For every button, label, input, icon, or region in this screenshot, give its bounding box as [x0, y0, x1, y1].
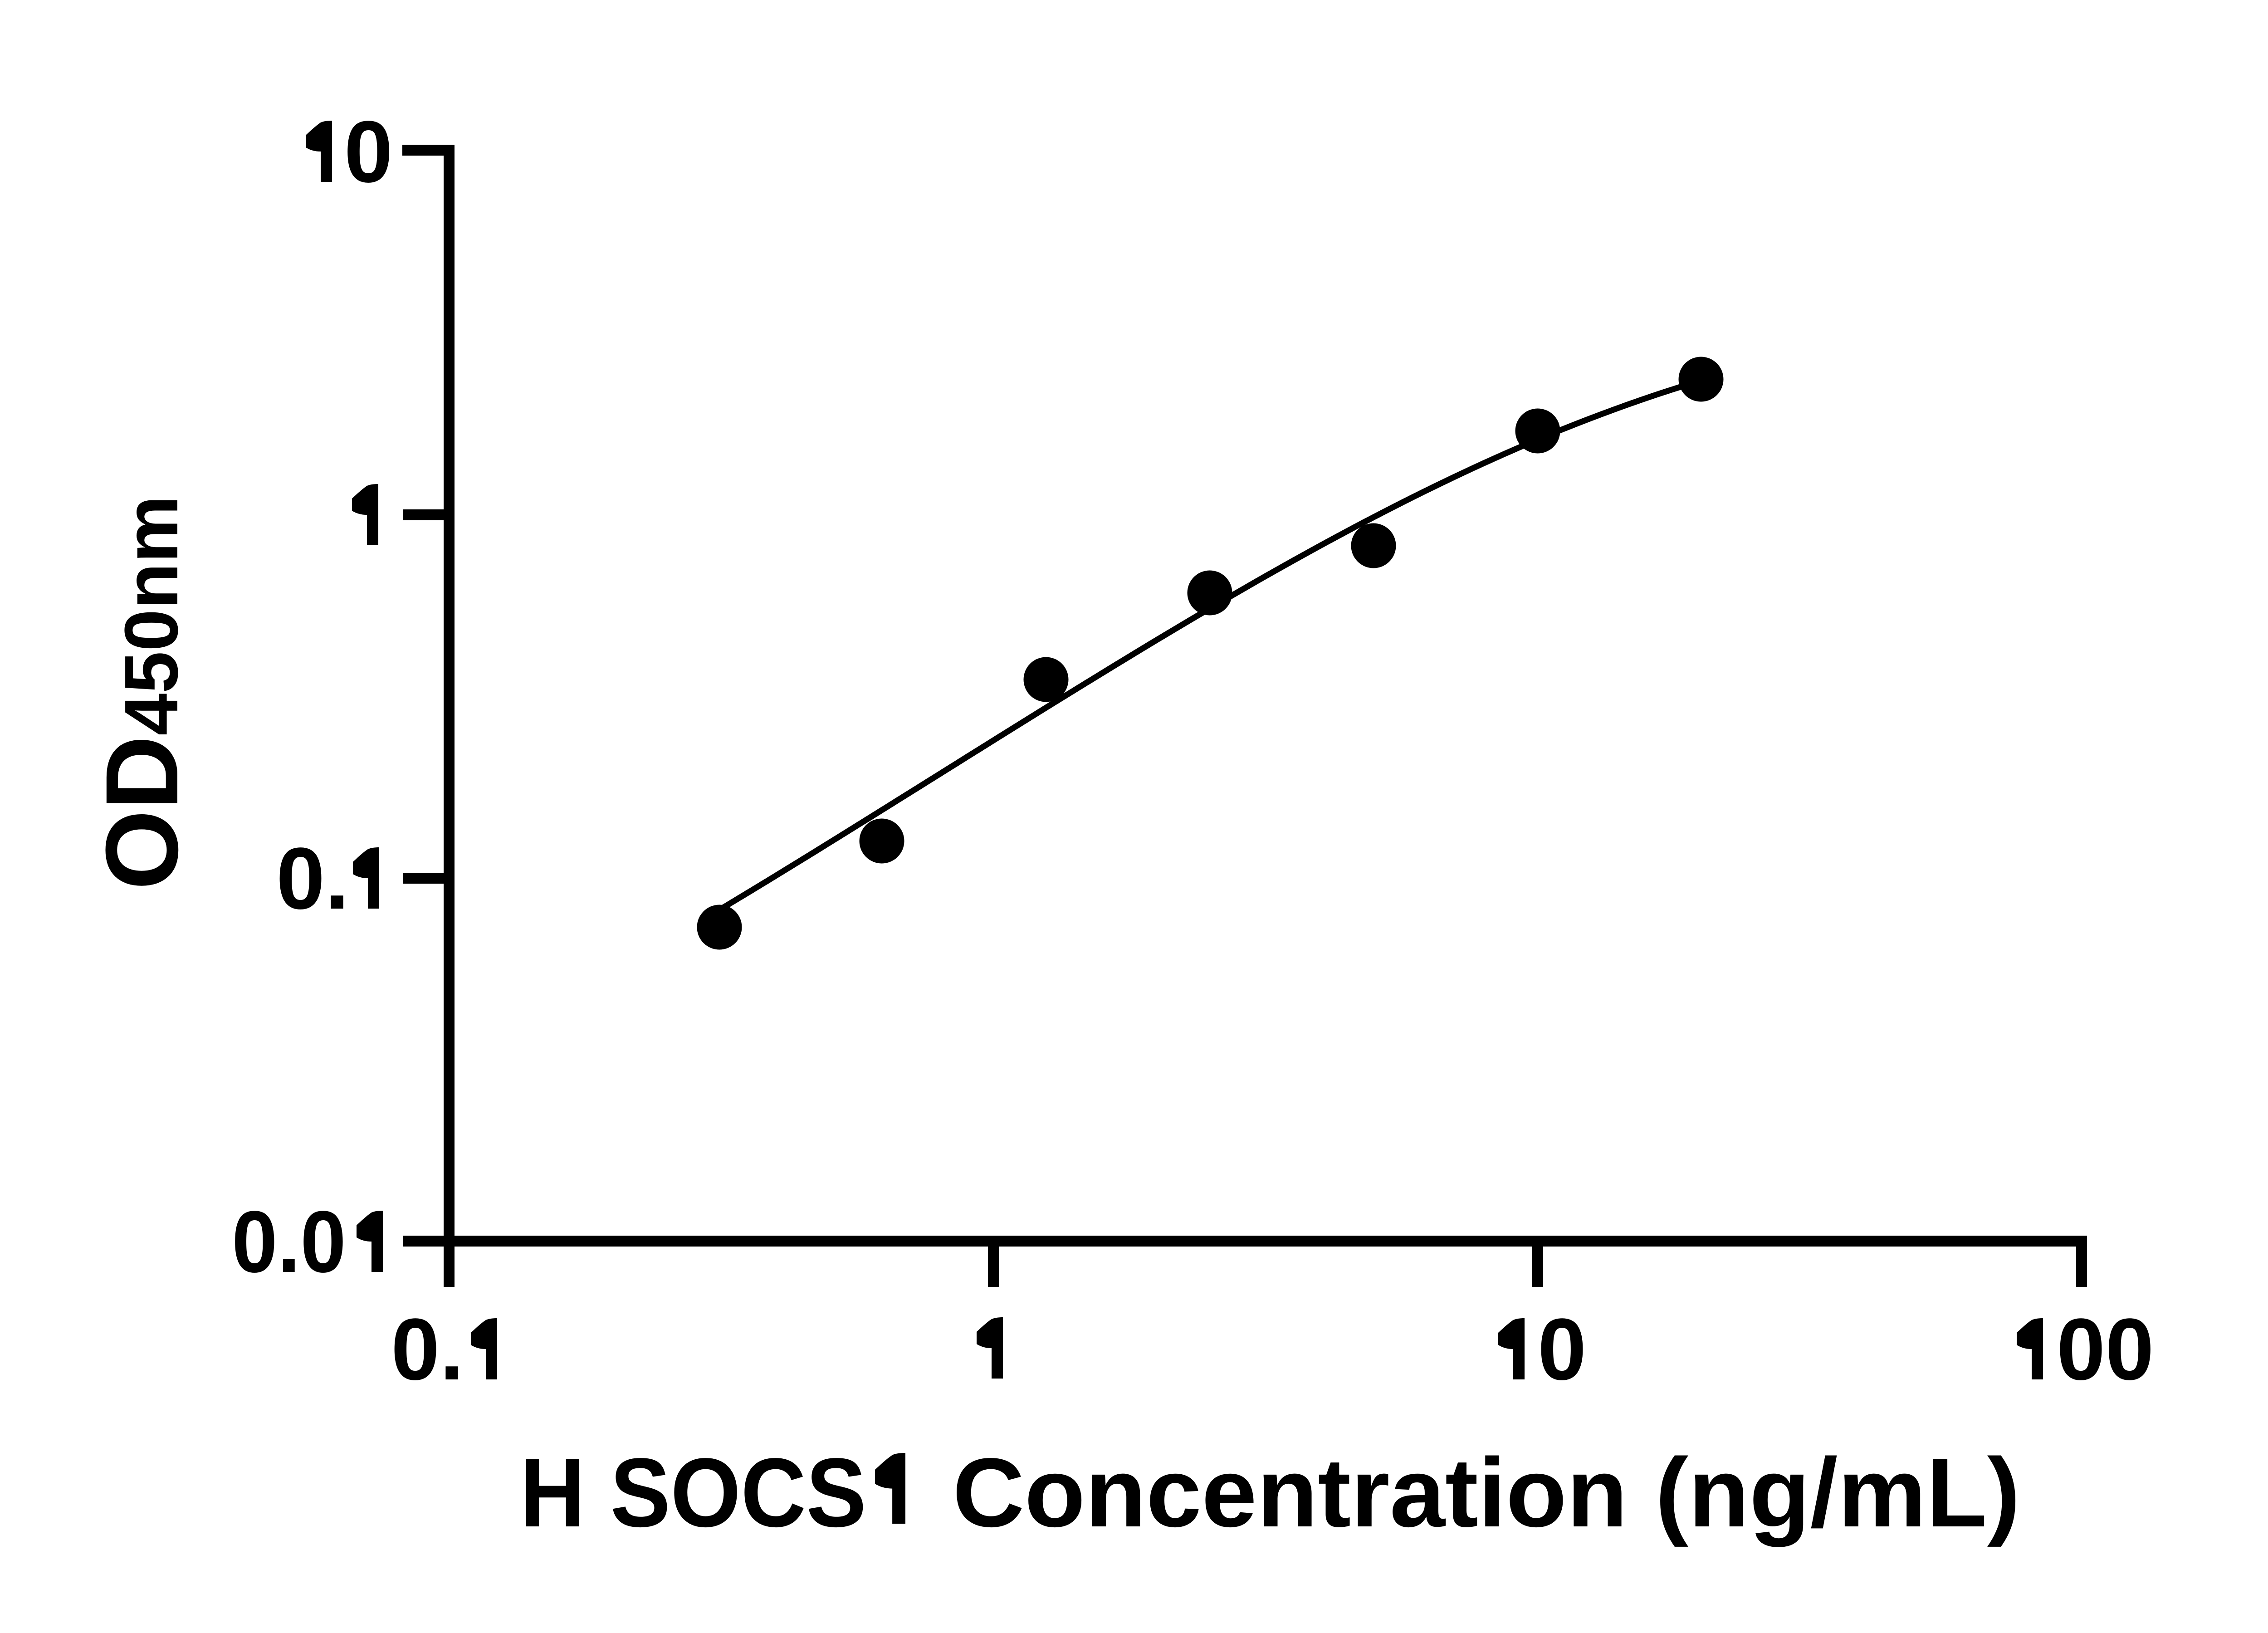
- svg-text:00: 00: [2057, 1300, 2154, 1398]
- svg-text:H SOCS: H SOCS: [520, 1437, 866, 1547]
- svg-text:0.: 0.: [276, 829, 349, 927]
- svg-text:0.0: 0.0: [232, 1193, 346, 1291]
- svg-text:0.: 0.: [391, 1300, 464, 1398]
- svg-text:0: 0: [1538, 1300, 1586, 1398]
- svg-text:0: 0: [344, 103, 393, 200]
- svg-text:OD450nm: OD450nm: [85, 495, 200, 890]
- svg-text:Concentration (ng/mL): Concentration (ng/mL): [953, 1437, 2020, 1547]
